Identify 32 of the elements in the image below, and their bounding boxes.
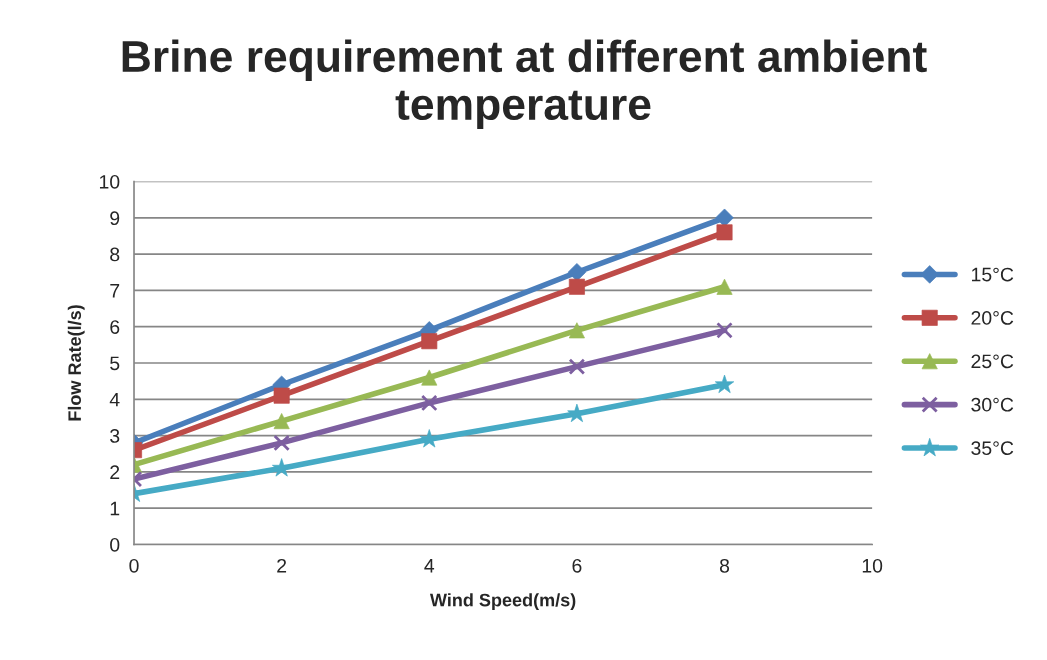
legend-label: 20°C [971,311,1014,325]
point [273,434,290,452]
y-tick-label: 1 [110,501,120,516]
y-tick-label: 0 [110,537,120,552]
y-tick-label: 5 [110,356,120,371]
y-tick-label: 8 [110,247,120,262]
x-tick-label: 6 [572,558,582,573]
x-tick-label: 2 [277,558,287,573]
y-tick-label: 9 [110,211,120,226]
y-tick-label: 6 [110,320,120,334]
point [421,369,438,386]
y-tick-label: 10 [99,174,120,189]
x-tick-label: 0 [129,558,139,573]
y-tick-label: 7 [110,284,120,298]
y-tick-label: 2 [110,465,120,479]
x-tick-label: 4 [424,559,435,573]
legend-label: 25°C [971,354,1014,369]
legend-label: 30°C [971,397,1014,412]
x-tick-label: 8 [719,558,730,573]
point [420,394,438,412]
legend-label: 35°C [971,441,1014,456]
point [568,358,586,375]
x-tick-label: 10 [862,558,883,573]
y-axis-title: Flow Rate(l/s) [67,305,85,421]
y-tick-label: 3 [110,429,120,443]
point [568,322,585,339]
x-axis-title: Wind Speed(m/s) [429,593,576,611]
point [273,413,290,430]
point [716,322,733,339]
chart-title: Brine requirement at different ambient temperature [122,39,927,129]
y-tick-label: 4 [109,392,120,407]
legend-label: 15°C [972,267,1014,282]
